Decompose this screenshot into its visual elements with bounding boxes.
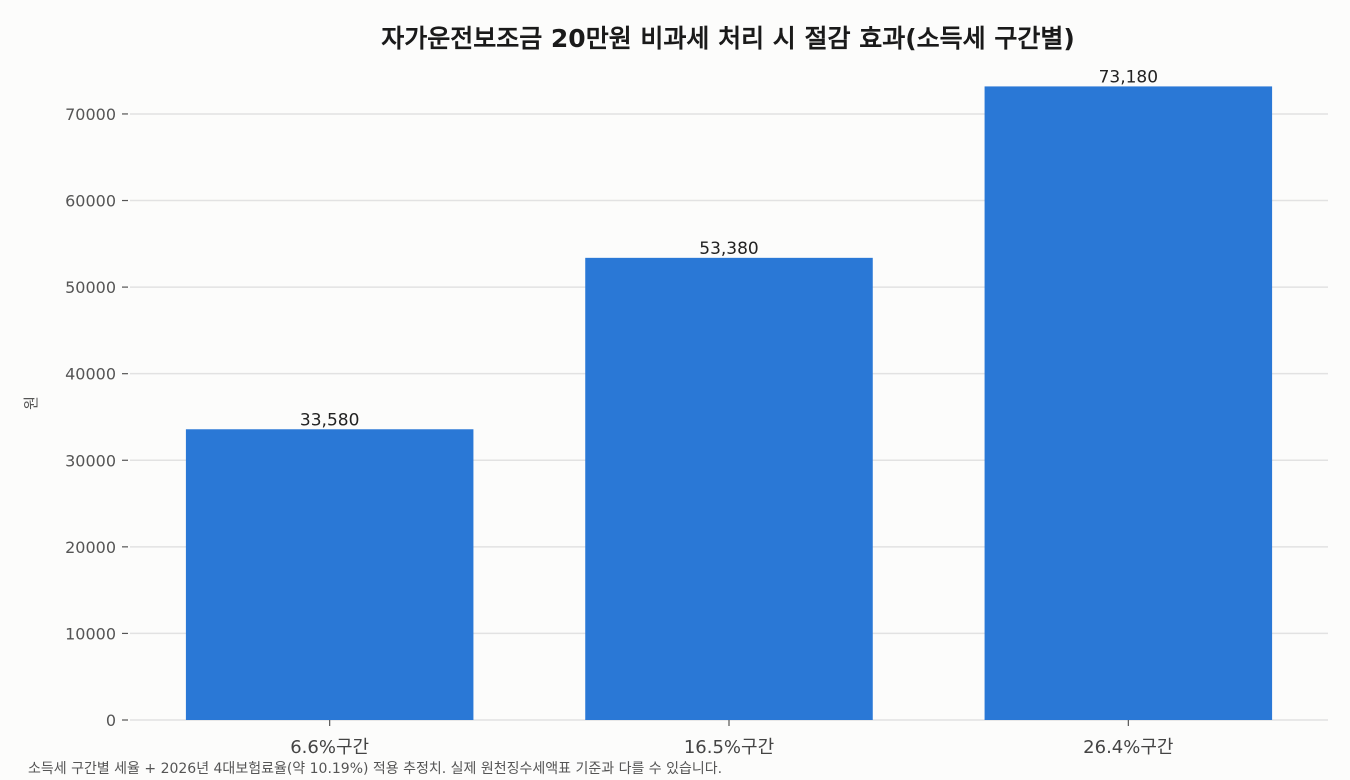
y-axis: 0 10000 20000 30000 40000 50000 60000 70000	[65, 105, 128, 730]
bar	[185, 429, 474, 720]
x-tick-label: 6.6%구간	[290, 737, 369, 758]
data-labels: 33,580 53,380 73,180	[300, 67, 1158, 430]
y-tick-label: 20000	[65, 538, 116, 557]
y-tick-label: 60000	[65, 192, 116, 211]
y-tick-label: 70000	[65, 105, 116, 124]
bars	[185, 86, 1273, 720]
y-tick-label: 0	[106, 711, 116, 730]
y-tick-label: 10000	[65, 624, 116, 643]
y-tick-label: 30000	[65, 451, 116, 470]
x-axis: 6.6%구간 16.5%구간 26.4%구간	[290, 720, 1173, 758]
footnote: 소득세 구간별 세율 + 2026년 4대보험료율(약 10.19%) 적용 추…	[28, 761, 722, 777]
y-tick-label: 40000	[65, 365, 116, 384]
x-tick-label: 26.4%구간	[1083, 737, 1173, 758]
y-axis-label: 원	[22, 396, 40, 410]
bar-value-label: 73,180	[1099, 67, 1158, 87]
bar-value-label: 33,580	[300, 410, 359, 430]
chart-title: 자가운전보조금 20만원 비과세 처리 시 절감 효과(소득세 구간별)	[381, 24, 1075, 53]
x-tick-label: 16.5%구간	[684, 737, 774, 758]
y-tick-label: 50000	[65, 278, 116, 297]
bar	[984, 86, 1273, 720]
bar	[585, 257, 873, 720]
bar-value-label: 53,380	[699, 239, 758, 259]
